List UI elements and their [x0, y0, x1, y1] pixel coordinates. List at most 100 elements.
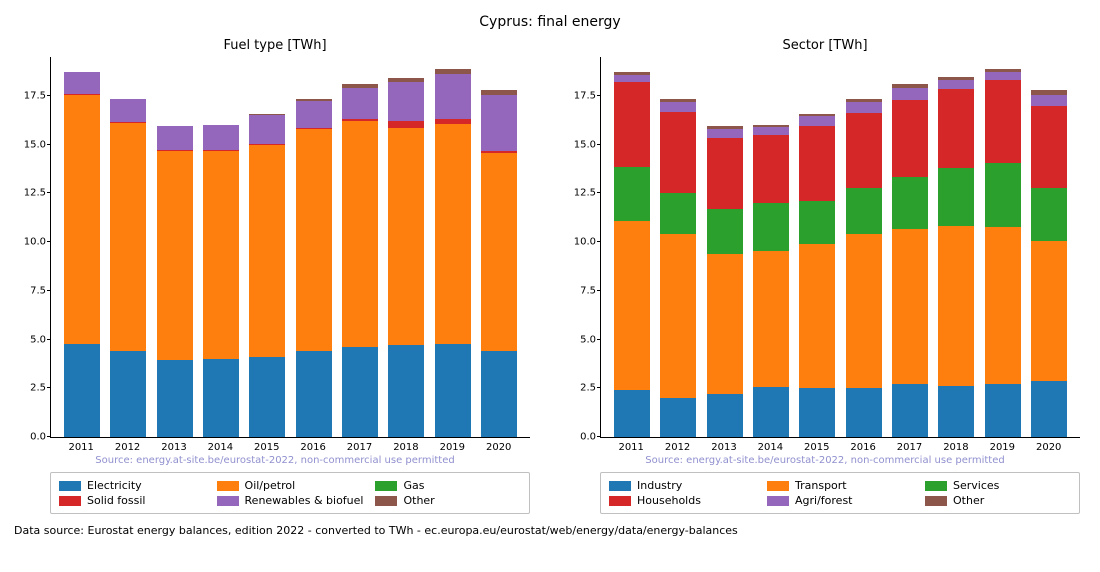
- ytick-label: 15.0: [561, 139, 596, 150]
- bar-segment: [707, 394, 743, 437]
- legend-swatch: [925, 496, 947, 506]
- bar-segment: [799, 244, 835, 388]
- bar-segment: [985, 227, 1021, 385]
- bar-segment: [388, 82, 424, 121]
- bar-segment: [985, 80, 1021, 163]
- ytick-mark: [597, 144, 601, 145]
- bar-segment: [249, 357, 285, 437]
- bar-segment: [388, 121, 424, 128]
- legend-label: Transport: [795, 479, 847, 492]
- right-panel-title: Sector [TWh]: [560, 38, 1090, 53]
- bar-stack: [64, 72, 100, 437]
- bar-segment: [707, 129, 743, 138]
- bar-segment: [1031, 241, 1067, 381]
- bar-segment: [435, 74, 471, 120]
- bar-segment: [64, 344, 100, 437]
- bar-segment: [110, 99, 146, 122]
- bar-stack: [985, 69, 1021, 437]
- bar-segment: [110, 123, 146, 351]
- bar-segment: [938, 386, 974, 437]
- bar-segment: [1031, 95, 1067, 106]
- bar-segment: [753, 135, 789, 203]
- bar-segment: [753, 251, 789, 387]
- legend-label: Other: [403, 494, 434, 507]
- bar-segment: [388, 128, 424, 345]
- bar-segment: [799, 201, 835, 244]
- bar-segment: [296, 101, 332, 128]
- bar-segment: [203, 125, 239, 149]
- ytick-label: 5.0: [11, 334, 46, 345]
- bar-segment: [614, 82, 650, 167]
- panels-row: Fuel type [TWh] 0.02.55.07.510.012.515.0…: [10, 38, 1090, 514]
- bar-segment: [660, 234, 696, 398]
- bar-segment: [203, 151, 239, 360]
- legend-label: Industry: [637, 479, 682, 492]
- bar-segment: [892, 229, 928, 385]
- bar-stack: [892, 84, 928, 437]
- bar-stack: [799, 114, 835, 437]
- legend-label: Services: [953, 479, 999, 492]
- ytick-label: 17.5: [561, 90, 596, 101]
- ytick-mark: [47, 387, 51, 388]
- legend-label: Oil/petrol: [245, 479, 296, 492]
- bar-segment: [157, 360, 193, 437]
- bar-segment: [64, 72, 100, 94]
- bar-segment: [892, 384, 928, 437]
- bar-segment: [846, 113, 882, 188]
- xtick-label: 2019: [984, 442, 1020, 453]
- ytick-label: 10.0: [11, 237, 46, 248]
- bar-segment: [660, 398, 696, 437]
- bar-stack: [753, 125, 789, 437]
- bar-segment: [753, 387, 789, 437]
- bar-segment: [64, 95, 100, 344]
- xtick-label: 2014: [752, 442, 788, 453]
- ytick-label: 10.0: [561, 237, 596, 248]
- bar-segment: [296, 351, 332, 437]
- bar-segment: [707, 254, 743, 394]
- ytick-label: 5.0: [561, 334, 596, 345]
- ytick-mark: [597, 387, 601, 388]
- xtick-label: 2014: [202, 442, 238, 453]
- legend-swatch: [375, 481, 397, 491]
- bar-segment: [707, 138, 743, 209]
- ytick-label: 7.5: [561, 285, 596, 296]
- ytick-mark: [47, 95, 51, 96]
- xtick-label: 2017: [342, 442, 378, 453]
- ytick-label: 12.5: [561, 188, 596, 199]
- xtick-label: 2020: [1031, 442, 1067, 453]
- right-legend: IndustryTransportServicesHouseholdsAgri/…: [600, 472, 1080, 514]
- bar-segment: [614, 221, 650, 391]
- bar-segment: [296, 129, 332, 351]
- right-chart-area: 0.02.55.07.510.012.515.017.5: [600, 57, 1080, 438]
- legend-item: Solid fossil: [59, 494, 205, 507]
- bar-segment: [388, 345, 424, 437]
- legend-swatch: [609, 481, 631, 491]
- ytick-mark: [597, 241, 601, 242]
- xtick-label: 2011: [63, 442, 99, 453]
- ytick-label: 0.0: [561, 432, 596, 443]
- bar-stack: [296, 99, 332, 437]
- xtick-label: 2015: [799, 442, 835, 453]
- left-bars-container: [51, 57, 530, 437]
- legend-swatch: [217, 481, 239, 491]
- bar-stack: [1031, 90, 1067, 437]
- right-source-note: Source: energy.at-site.be/eurostat-2022,…: [560, 455, 1090, 466]
- bar-segment: [938, 80, 974, 89]
- xtick-label: 2012: [110, 442, 146, 453]
- bar-segment: [892, 100, 928, 177]
- legend-item: Services: [925, 479, 1071, 492]
- xtick-label: 2015: [249, 442, 285, 453]
- legend-item: Other: [375, 494, 521, 507]
- ytick-mark: [597, 339, 601, 340]
- xtick-label: 2018: [938, 442, 974, 453]
- bar-segment: [435, 124, 471, 344]
- bar-segment: [342, 88, 378, 119]
- bar-segment: [707, 209, 743, 254]
- ytick-mark: [597, 95, 601, 96]
- ytick-label: 12.5: [11, 188, 46, 199]
- bar-segment: [342, 347, 378, 437]
- legend-item: Oil/petrol: [217, 479, 364, 492]
- bar-segment: [1031, 188, 1067, 242]
- bar-segment: [846, 388, 882, 437]
- right-panel: Sector [TWh] 0.02.55.07.510.012.515.017.…: [560, 38, 1090, 514]
